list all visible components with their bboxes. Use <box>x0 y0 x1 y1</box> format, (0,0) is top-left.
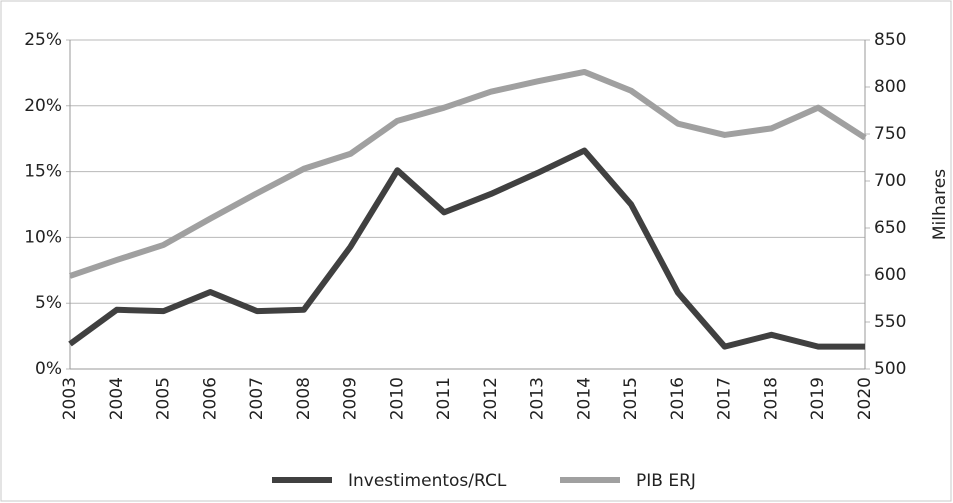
x-tick-label: 2017 <box>715 377 735 420</box>
x-tick-label: 2012 <box>481 377 501 420</box>
x-tick-label: 2006 <box>200 377 220 420</box>
x-tick-label: 2007 <box>247 377 267 420</box>
y2-tick-label: 700 <box>874 171 906 191</box>
y-tick-label: 20% <box>24 96 62 116</box>
y-tick-label: 10% <box>24 227 62 247</box>
y2-tick-label: 600 <box>874 265 906 285</box>
x-tick-label: 2009 <box>341 377 361 420</box>
series-line <box>68 147 865 350</box>
x-tick-label: 2004 <box>107 377 127 420</box>
x-tick-label: 2015 <box>621 377 641 420</box>
x-tick-label: 2019 <box>808 377 828 420</box>
legend-label: PIB ERJ <box>636 471 696 491</box>
x-tick-label: 2005 <box>154 377 174 420</box>
x-tick-label: 2010 <box>387 377 407 420</box>
x-tick-label: 2003 <box>60 377 80 420</box>
x-tick-label: 2020 <box>855 377 875 420</box>
x-tick-label: 2014 <box>574 377 594 420</box>
y2-tick-label: 800 <box>874 77 906 97</box>
y2-tick-label: 750 <box>874 124 906 144</box>
series-line <box>69 68 867 279</box>
y-tick-label: 0% <box>35 359 62 379</box>
x-tick-label: 2016 <box>668 377 688 420</box>
x-tick-label: 2018 <box>761 377 781 420</box>
x-tick-label: 2011 <box>434 377 454 420</box>
x-tick-label: 2013 <box>528 377 548 420</box>
y2-tick-label: 650 <box>874 218 906 238</box>
legend-label: Investimentos/RCL <box>348 471 507 491</box>
y-tick-label: 15% <box>24 162 62 182</box>
x-tick-label: 2008 <box>294 377 314 420</box>
y2-tick-label: 850 <box>874 30 906 50</box>
y2-tick-label: 500 <box>874 359 906 379</box>
y2-tick-label: 550 <box>874 312 906 332</box>
y-tick-label: 5% <box>35 293 62 313</box>
y-tick-label: 25% <box>24 30 62 50</box>
y2-axis-label: Milhares <box>930 169 950 240</box>
